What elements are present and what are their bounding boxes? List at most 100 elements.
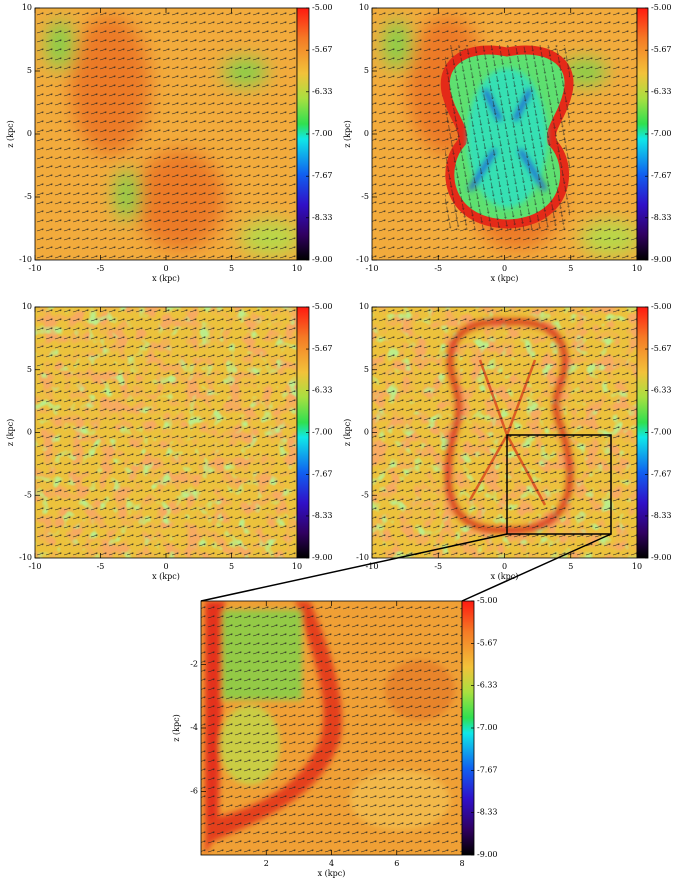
colorbar-tick-label: -7.67 bbox=[651, 470, 672, 479]
x-axis-label: x (kpc) bbox=[152, 572, 180, 581]
x-axis-label: x (kpc) bbox=[491, 274, 519, 283]
colorbar-tick-label: -9.00 bbox=[651, 553, 672, 562]
zoom-connector bbox=[200, 533, 508, 602]
x-tick-label: -10 bbox=[366, 264, 379, 273]
y-tick-label: -10 bbox=[19, 553, 32, 562]
x-tick-label: -5 bbox=[434, 562, 442, 571]
colorbar-tick-label: -5.00 bbox=[477, 596, 498, 605]
y-tick-label: 10 bbox=[359, 302, 369, 311]
colorbar-tick-label: -7.00 bbox=[651, 428, 672, 437]
y-tick-label: 5 bbox=[27, 66, 32, 75]
y-tick-label: -5 bbox=[24, 192, 32, 201]
vector-arrows bbox=[35, 307, 297, 558]
colorbar-tick-label: -7.67 bbox=[477, 766, 498, 775]
x-tick-label: 5 bbox=[229, 264, 234, 273]
x-tick-label: 5 bbox=[229, 562, 234, 571]
x-axis-label: x (kpc) bbox=[491, 572, 519, 581]
x-tick-label: -10 bbox=[29, 264, 42, 273]
x-tick-label: 0 bbox=[163, 562, 168, 571]
y-tick-label: -2 bbox=[190, 660, 198, 669]
colorbar-tick-label: -8.33 bbox=[477, 807, 498, 816]
colorbar-tick-label: -7.67 bbox=[312, 470, 333, 479]
colorbar-tick-label: -6.33 bbox=[312, 87, 333, 96]
y-axis-label: z (kpc) bbox=[172, 714, 181, 741]
x-tick-label: 10 bbox=[292, 562, 302, 571]
x-axis-label: x (kpc) bbox=[152, 274, 180, 283]
y-tick-label: -5 bbox=[361, 490, 369, 499]
y-tick-label: 0 bbox=[27, 129, 32, 138]
colorbar-tick-label: -7.67 bbox=[651, 171, 672, 180]
x-tick-label: 0 bbox=[502, 264, 507, 273]
vector-arrows bbox=[372, 307, 637, 558]
y-tick-label: 5 bbox=[364, 365, 369, 374]
zoom-connector bbox=[461, 533, 612, 602]
x-tick-label: 5 bbox=[568, 264, 573, 273]
colorbar-tick-label: -7.67 bbox=[312, 171, 333, 180]
colorbar-tick-label: -6.33 bbox=[312, 385, 333, 394]
y-tick-label: -10 bbox=[356, 255, 369, 264]
field-image bbox=[35, 8, 297, 260]
x-tick-label: 0 bbox=[502, 562, 507, 571]
y-tick-label: 10 bbox=[22, 3, 32, 12]
colorbar-tick-label: -9.00 bbox=[651, 255, 672, 264]
colorbar-tick-label: -7.00 bbox=[312, 129, 333, 138]
vector-arrows bbox=[35, 8, 297, 260]
y-axis-label: z (kpc) bbox=[343, 120, 352, 147]
x-tick-label: 8 bbox=[459, 859, 464, 868]
colorbar-tick-label: -5.67 bbox=[477, 639, 498, 648]
x-tick-label: 0 bbox=[163, 264, 168, 273]
y-tick-label: -10 bbox=[356, 553, 369, 562]
colorbar-tick-label: -6.33 bbox=[651, 385, 672, 394]
field-image bbox=[372, 307, 637, 558]
x-tick-label: 10 bbox=[292, 264, 302, 273]
y-axis-label: z (kpc) bbox=[343, 419, 352, 446]
vector-arrows bbox=[201, 601, 462, 855]
colorbar-tick-label: -6.33 bbox=[651, 87, 672, 96]
y-tick-label: -4 bbox=[190, 723, 198, 732]
x-tick-label: 10 bbox=[632, 562, 642, 571]
y-tick-label: 10 bbox=[359, 3, 369, 12]
colorbar-tick-label: -7.00 bbox=[477, 723, 498, 732]
y-tick-label: -5 bbox=[361, 192, 369, 201]
x-tick-label: -5 bbox=[97, 264, 105, 273]
y-tick-label: -6 bbox=[190, 787, 198, 796]
x-tick-label: -5 bbox=[97, 562, 105, 571]
field-image bbox=[372, 8, 637, 260]
colorbar-tick-label: -5.67 bbox=[651, 344, 672, 353]
colorbar-tick-label: -5.67 bbox=[651, 45, 672, 54]
zoom-box bbox=[506, 434, 612, 535]
colorbar-tick-label: -8.33 bbox=[312, 213, 333, 222]
y-tick-label: 5 bbox=[364, 66, 369, 75]
colorbar-tick-label: -7.00 bbox=[312, 428, 333, 437]
colorbar-tick-label: -8.33 bbox=[651, 511, 672, 520]
field-image bbox=[35, 307, 297, 558]
vector-arrows bbox=[445, 45, 570, 230]
y-tick-label: -5 bbox=[24, 490, 32, 499]
y-tick-label: 0 bbox=[364, 428, 369, 437]
y-tick-label: 0 bbox=[364, 129, 369, 138]
colorbar-tick-label: -7.00 bbox=[651, 129, 672, 138]
x-tick-label: -10 bbox=[29, 562, 42, 571]
colorbar-tick-label: -8.33 bbox=[651, 213, 672, 222]
x-tick-label: 5 bbox=[568, 562, 573, 571]
colorbar-tick-label: -5.67 bbox=[312, 344, 333, 353]
x-tick-label: -10 bbox=[366, 562, 379, 571]
field-image bbox=[201, 601, 462, 855]
y-axis-label: z (kpc) bbox=[6, 120, 15, 147]
x-tick-label: 2 bbox=[264, 859, 269, 868]
colorbar-tick-label: -5.00 bbox=[651, 3, 672, 12]
colorbar-tick-label: -5.00 bbox=[312, 3, 333, 12]
colorbar-tick-label: -9.00 bbox=[312, 255, 333, 264]
y-tick-label: 5 bbox=[27, 365, 32, 374]
y-tick-label: -10 bbox=[19, 255, 32, 264]
colorbar-tick-label: -8.33 bbox=[312, 511, 333, 520]
y-tick-label: 10 bbox=[22, 302, 32, 311]
colorbar-tick-label: -6.33 bbox=[477, 680, 498, 689]
colorbar-tick-label: -5.00 bbox=[651, 302, 672, 311]
x-tick-label: 10 bbox=[632, 264, 642, 273]
y-axis-label: z (kpc) bbox=[6, 419, 15, 446]
x-tick-label: 6 bbox=[394, 859, 399, 868]
x-tick-label: 4 bbox=[329, 859, 334, 868]
